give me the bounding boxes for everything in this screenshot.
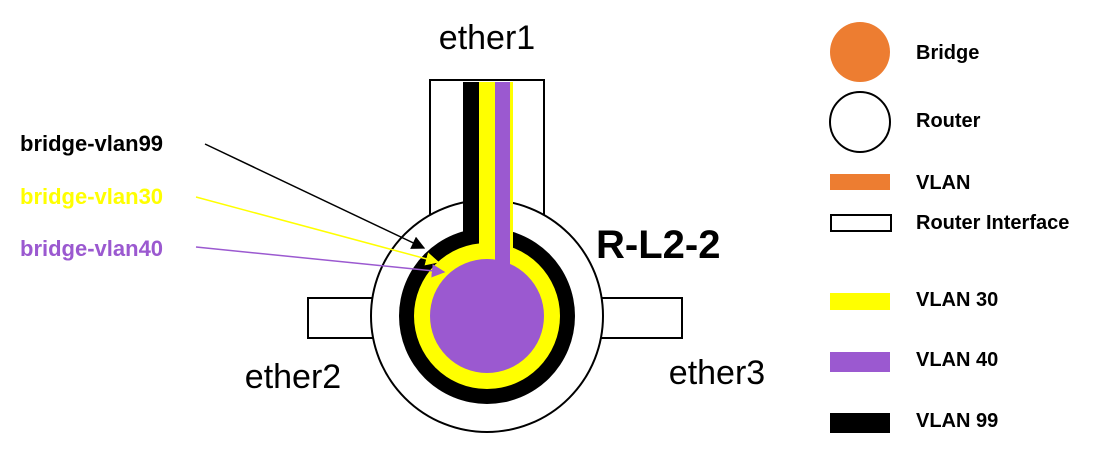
legend-router-interface-swatch <box>830 214 892 232</box>
legend-vlan40-label: VLAN 40 <box>916 349 998 371</box>
legend-vlan-label: VLAN <box>916 172 970 194</box>
legend-router-interface-label: Router Interface <box>916 212 1069 234</box>
bridge-vlan99-label: bridge-vlan99 <box>20 131 163 156</box>
ether2-label: ether2 <box>245 358 341 396</box>
legend: Bridge Router VLAN Router Interface VLAN… <box>829 22 1069 433</box>
bridge-vlan40-label: bridge-vlan40 <box>20 236 163 261</box>
ether3-label: ether3 <box>669 354 765 392</box>
legend-vlan99-label: VLAN 99 <box>916 410 998 432</box>
router-name: R-L2-2 <box>596 223 720 267</box>
legend-bridge-label: Bridge <box>916 42 979 64</box>
bridge-vlan30-label: bridge-vlan30 <box>20 184 163 209</box>
legend-vlan40-swatch <box>830 352 890 372</box>
bridge-vlan40-arrow <box>195 246 446 278</box>
legend-vlan30-label: VLAN 30 <box>916 289 998 311</box>
legend-vlan30-swatch <box>830 293 890 310</box>
bridge-vlan99-arrow <box>204 143 426 249</box>
legend-router-icon <box>829 91 891 153</box>
bridge-vlan30-arrow <box>195 196 440 266</box>
legend-vlan99-swatch <box>830 413 890 433</box>
legend-vlan-swatch <box>830 174 890 190</box>
vlan40-bridge <box>430 82 544 373</box>
legend-bridge-icon <box>830 22 890 82</box>
ether1-label: ether1 <box>439 19 535 57</box>
legend-router-label: Router <box>916 110 981 132</box>
